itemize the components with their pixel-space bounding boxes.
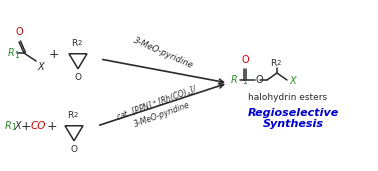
Text: R: R [71, 39, 77, 48]
Text: R: R [67, 111, 73, 120]
Text: halohydrin esters: halohydrin esters [248, 94, 328, 102]
Text: R: R [270, 59, 276, 68]
Text: O: O [241, 55, 249, 65]
Text: 1: 1 [14, 51, 19, 60]
Text: O: O [71, 145, 77, 154]
Text: +: + [49, 48, 59, 61]
Text: 1: 1 [11, 123, 16, 133]
Text: +: + [21, 120, 31, 133]
Text: 2: 2 [78, 40, 82, 46]
Text: 1: 1 [242, 77, 247, 87]
Text: O: O [256, 75, 263, 85]
Text: X: X [37, 62, 43, 72]
Text: +: + [47, 120, 57, 133]
Text: cat. [PPN]$^+$[Rh(CO)$_4$]/: cat. [PPN]$^+$[Rh(CO)$_4$]/ [115, 83, 201, 125]
Text: Regioselective: Regioselective [247, 108, 339, 118]
Text: 3-MeO-pyridine: 3-MeO-pyridine [133, 101, 191, 129]
Text: 2: 2 [74, 112, 78, 118]
Text: X: X [289, 76, 296, 86]
Text: Synthesis: Synthesis [262, 119, 324, 129]
Text: R: R [8, 48, 15, 58]
Text: X: X [14, 121, 21, 131]
Text: 3-MeO-pyridine: 3-MeO-pyridine [132, 36, 194, 70]
Text: R: R [5, 121, 12, 131]
Text: CO: CO [30, 121, 46, 131]
Text: R: R [230, 75, 237, 85]
Text: O: O [15, 27, 23, 37]
Text: 2: 2 [277, 60, 281, 66]
Text: O: O [74, 73, 82, 82]
